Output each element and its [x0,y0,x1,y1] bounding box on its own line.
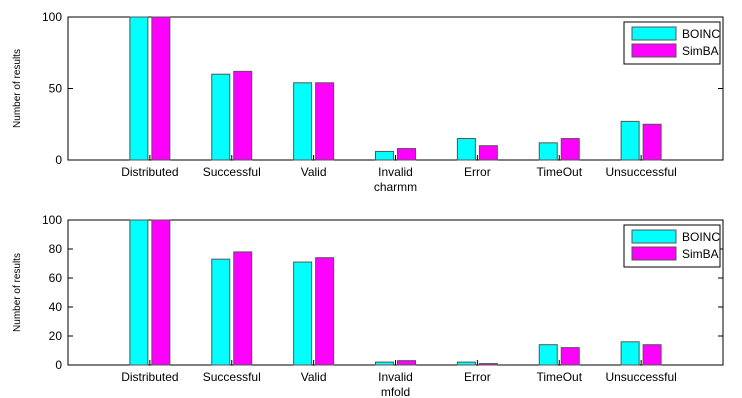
legend-label-boinc: BOINC [682,27,720,41]
x-tick-label: Successful [203,165,261,179]
bar-simba-timeout [560,347,580,366]
bar-simba-valid [315,82,335,161]
bar-boinc-timeout [538,142,558,161]
bar-boinc-invalid [375,150,394,161]
legend: BOINC SimBA [623,224,721,268]
x-tick-label: Unsuccessful [605,370,676,384]
y-tick-label: 80 [49,242,63,256]
bar-boinc-error [456,138,476,161]
x-tick-label: mfold [381,385,410,398]
bar-boinc-error [456,361,476,366]
bar-boinc-unsuccessful [620,120,640,161]
x-tick-label: Valid [301,165,327,179]
legend: BOINC SimBA [623,21,721,65]
y-tick-label: 20 [49,329,63,343]
bar-boinc-successful [211,258,231,366]
bar-simba-unsuccessful [642,344,662,366]
bar-simba-unsuccessful [642,123,662,161]
bar-boinc-valid [293,261,313,366]
bar-boinc-valid [293,82,313,161]
chart-panel-1: 0 50 100 Number of results Distributed Succes… [12,10,724,194]
x-tick-label: Successful [203,370,261,384]
y-tick-label: 50 [49,82,63,96]
legend-label-boinc: BOINC [682,230,720,244]
x-tick-label: charmm [374,180,417,194]
bar-boinc-distributed [129,16,149,161]
x-tick-label: TimeOut [536,165,582,179]
legend-label-simba: SimBA [682,247,719,261]
bar-simba-successful [233,251,253,366]
legend-swatch-simba [631,43,677,58]
bar-simba-valid [315,257,335,366]
y-tick-label: 40 [49,300,63,314]
x-tick-label: Invalid [378,370,413,384]
legend-swatch-boinc [631,229,677,244]
legend-swatch-boinc [631,26,677,41]
bar-simba-invalid [397,360,416,366]
x-tick-label: Error [464,165,491,179]
bar-simba-successful [233,70,253,161]
y-tick-label: 0 [55,358,62,372]
y-axis-label: Number of results [12,49,23,128]
bar-simba-error [478,145,498,161]
y-tick-label: 100 [42,10,62,24]
bar-simba-timeout [560,138,580,161]
x-tick-label: Invalid [378,165,413,179]
y-axis-label: Number of results [12,253,23,332]
bar-simba-distributed [151,16,171,161]
x-tick-label: Valid [301,370,327,384]
x-tick-label: Error [464,370,491,384]
x-tick-label: Unsuccessful [605,165,676,179]
x-tick-label: Distributed [121,165,178,179]
y-tick-label: 0 [55,153,62,167]
bar-simba-error [478,363,498,366]
chart-panel-2: 0 20 40 60 80 100 Number of results Distributed… [12,213,724,398]
bar-boinc-timeout [538,344,558,366]
legend-label-simba: SimBA [682,44,719,58]
bar-simba-distributed [151,219,171,366]
bar-simba-invalid [397,148,416,161]
y-tick-label: 100 [42,213,62,227]
bar-boinc-unsuccessful [620,341,640,366]
bar-boinc-distributed [129,219,149,366]
legend-swatch-simba [631,246,677,261]
x-tick-label: TimeOut [536,370,582,384]
y-tick-label: 60 [49,271,63,285]
bar-boinc-successful [211,73,231,161]
bar-boinc-invalid [375,361,394,366]
x-tick-label: Distributed [121,370,178,384]
